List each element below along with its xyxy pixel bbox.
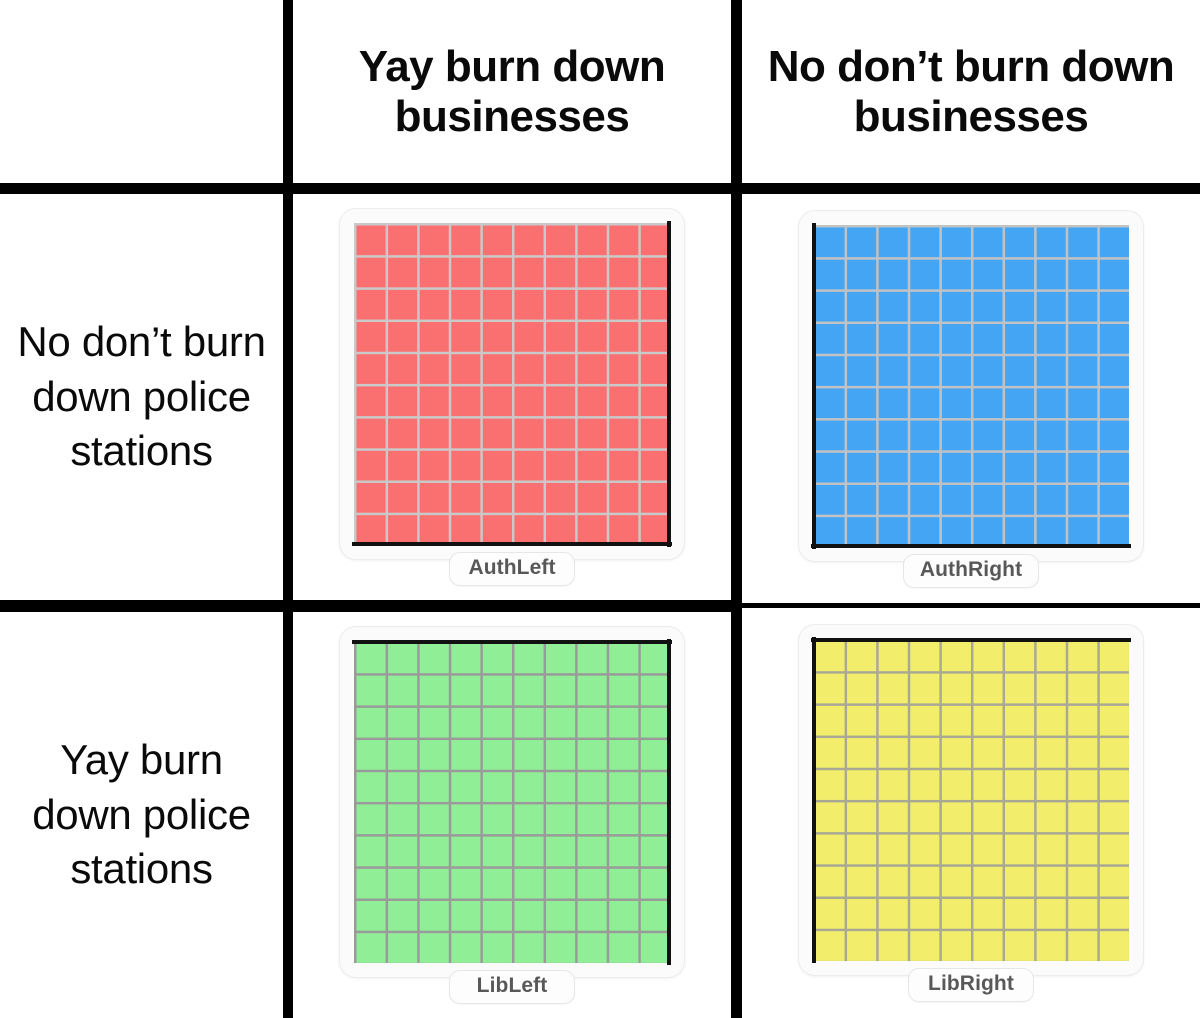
column-header-right-label: No don’t burn down businesses [767, 42, 1175, 141]
quadrant-label-tab-libleft: LibLeft [450, 971, 574, 1003]
quadrant-cell-authright: AuthRight [742, 194, 1200, 603]
divider-vertical-second [731, 0, 742, 1018]
row-header-top: No don’t burn down police stations [0, 194, 283, 600]
grid-box-authright [811, 222, 1131, 549]
axis-edge-left-libright [812, 637, 816, 963]
quadrant-cell-authleft: AuthLeft [293, 194, 731, 600]
corner-cell [0, 0, 283, 183]
quadrant-cell-libright: LibRight [742, 608, 1200, 1018]
axis-edge-bottom-authleft [352, 542, 672, 546]
grid-box-libleft [352, 639, 672, 965]
sticker-plate-libleft [340, 627, 684, 977]
axis-edge-right-authleft [667, 221, 671, 547]
quadrant-cell-libleft: LibLeft [293, 612, 731, 1018]
grid-box-authleft [352, 221, 672, 547]
quadrant-label-tab-authleft: AuthLeft [450, 553, 574, 585]
quadrant-label-tab-libright: LibRight [909, 969, 1033, 1001]
row-header-bottom-label: Yay burn down police stations [32, 736, 251, 893]
axis-edge-right-libleft [667, 639, 671, 965]
grid-fill-libleft [354, 641, 670, 963]
grid-box-libright [811, 637, 1131, 963]
divider-horizontal-top [0, 183, 1200, 194]
sticker-plate-authright [799, 210, 1143, 561]
sticker-plate-authleft [340, 209, 684, 559]
divider-horizontal-middle-right [742, 603, 1200, 608]
divider-horizontal-middle-left [0, 600, 742, 612]
column-header-right: No don’t burn down businesses [742, 0, 1200, 183]
quadrant-label-tab-authright: AuthRight [903, 554, 1039, 587]
axis-edge-top-libright [811, 638, 1131, 642]
sticker-authleft: AuthLeft [340, 209, 684, 585]
sticker-libleft: LibLeft [340, 627, 684, 1003]
sticker-plate-libright [799, 625, 1143, 975]
axis-edge-left-authright [812, 222, 816, 549]
grid-fill-authleft [354, 223, 670, 545]
sticker-authright: AuthRight [799, 210, 1143, 587]
row-header-top-label: No don’t burn down police stations [17, 318, 266, 475]
column-header-left-label: Yay burn down businesses [358, 42, 666, 141]
row-header-bottom: Yay burn down police stations [0, 612, 283, 1018]
grid-fill-authright [813, 224, 1129, 547]
sticker-libright: LibRight [799, 625, 1143, 1001]
grid-fill-libright [813, 639, 1129, 961]
axis-edge-bottom-authright [811, 543, 1131, 548]
axis-edge-top-libleft [352, 640, 672, 644]
divider-vertical-first [283, 0, 293, 1018]
column-header-left: Yay burn down businesses [293, 0, 731, 183]
